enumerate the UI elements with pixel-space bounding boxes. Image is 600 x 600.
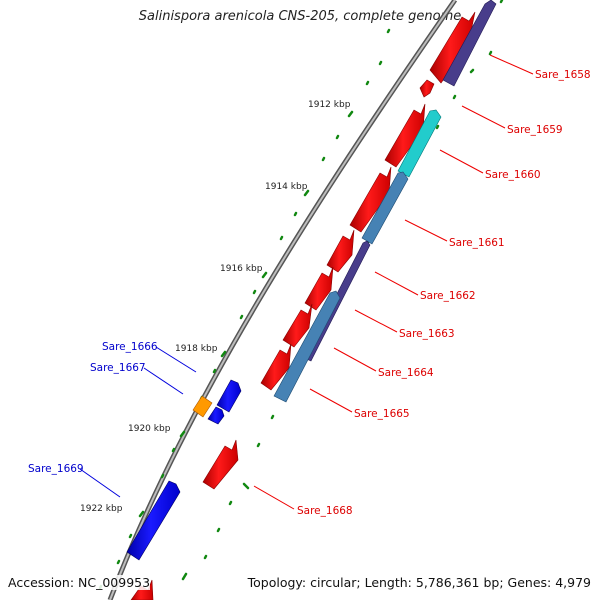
label-sare-1666[interactable]: Sare_1666 (102, 341, 158, 353)
feature-cyan-1660[interactable] (397, 109, 442, 178)
topology-summary: Topology: circular; Length: 5,786,361 bp… (247, 575, 591, 590)
forward-genes (130, 11, 476, 600)
reverse-genes (126, 379, 242, 561)
feature-steelblue-1665[interactable] (273, 290, 341, 403)
gene-sare-1664[interactable] (282, 303, 313, 348)
gene-labels-right: Sare_1658 Sare_1659 Sare_1660 Sare_1661 … (297, 69, 591, 517)
gene-sare-1658[interactable] (429, 11, 476, 84)
gene-sare-1662[interactable] (326, 229, 355, 273)
gene-sare-1660[interactable] (384, 103, 426, 168)
feature-orange-1667[interactable] (192, 395, 213, 418)
scale-label-1914: 1914 kbp (265, 182, 308, 192)
gene-sare-1661[interactable] (349, 166, 392, 233)
gene-sare-1666[interactable] (216, 379, 242, 413)
gene-labels-left: Sare_1666 Sare_1667 Sare_1669 (28, 341, 158, 475)
label-callouts-left (79, 346, 197, 498)
label-sare-1668[interactable]: Sare_1668 (297, 505, 353, 517)
scale-label-1912: 1912 kbp (308, 100, 351, 110)
label-sare-1669[interactable]: Sare_1669 (28, 463, 84, 475)
label-callouts-right (253, 54, 534, 510)
label-sare-1658[interactable]: Sare_1658 (535, 69, 591, 81)
gene-sare-1669[interactable] (126, 480, 181, 561)
scale-labels: 1912 kbp 1914 kbp 1916 kbp 1918 kbp 1920… (80, 100, 351, 514)
feature-tracks (192, 0, 497, 418)
genome-backbone (107, 0, 458, 600)
scale-label-1922: 1922 kbp (80, 504, 123, 514)
label-sare-1664[interactable]: Sare_1664 (378, 367, 434, 379)
scale-label-1916: 1916 kbp (220, 264, 263, 274)
label-sare-1660[interactable]: Sare_1660 (485, 169, 541, 181)
label-sare-1665[interactable]: Sare_1665 (354, 408, 410, 420)
feature-steelblue-1661[interactable] (361, 171, 409, 245)
gene-sare-1665[interactable] (260, 343, 292, 391)
feature-purple-1658[interactable] (442, 0, 497, 87)
scale-label-1920: 1920 kbp (128, 424, 171, 434)
accession-text: Accession: NC_009953 (8, 575, 151, 590)
label-sare-1662[interactable]: Sare_1662 (420, 290, 476, 302)
label-sare-1667[interactable]: Sare_1667 (90, 362, 146, 374)
gene-sare-1668[interactable] (202, 439, 239, 490)
gene-sare-1659[interactable] (419, 79, 435, 98)
label-sare-1661[interactable]: Sare_1661 (449, 237, 505, 249)
label-sare-1659[interactable]: Sare_1659 (507, 124, 563, 136)
scale-label-1918: 1918 kbp (175, 344, 218, 354)
label-sare-1663[interactable]: Sare_1663 (399, 328, 455, 340)
gene-sare-1667[interactable] (207, 406, 225, 425)
map-title: Salinispora arenicola CNS-205, complete … (138, 9, 462, 24)
gene-sare-1663[interactable] (304, 266, 334, 311)
